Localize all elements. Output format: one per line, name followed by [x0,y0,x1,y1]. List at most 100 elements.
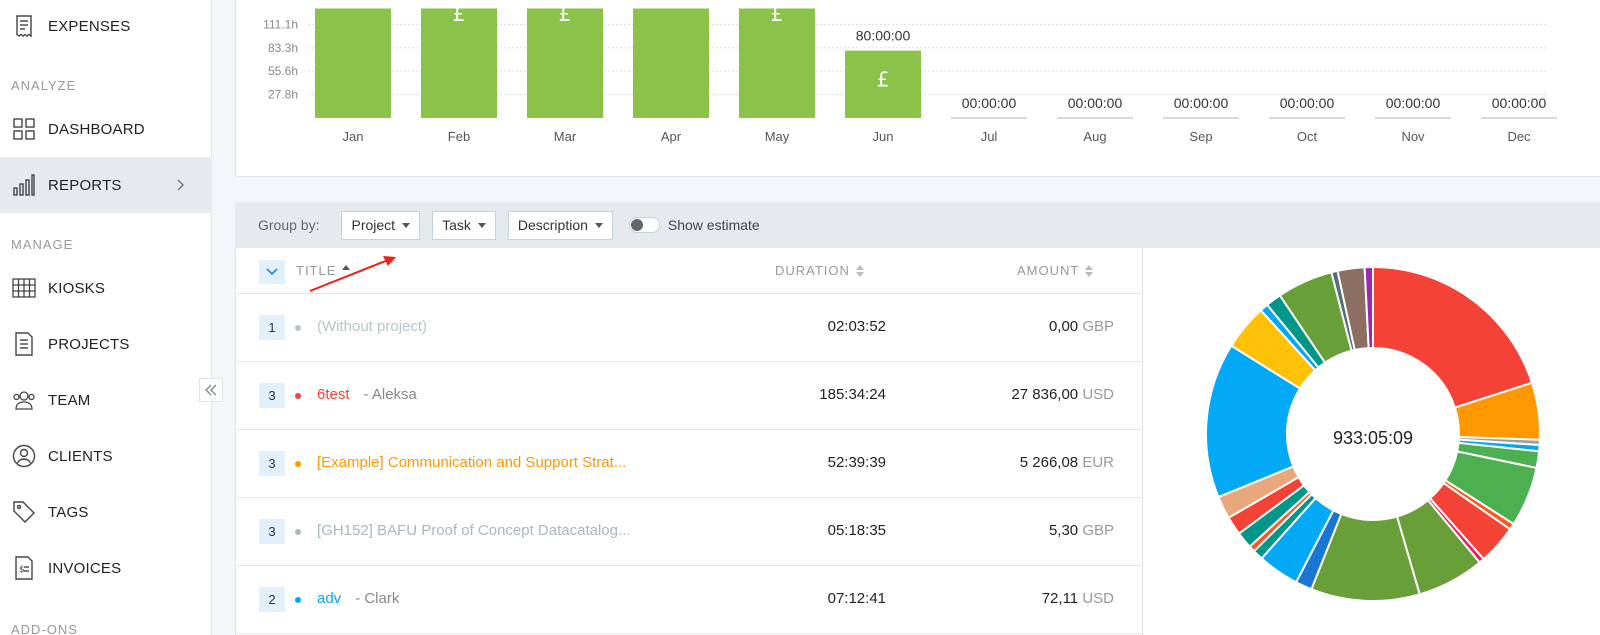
amount-value: 72,11 USD [1042,590,1114,607]
x-tick-label: Dec [1507,129,1531,144]
amount-value: 5,30 GBP [1049,522,1114,539]
bar-mar [527,8,603,119]
project-color-dot [295,529,301,535]
project-title: adv - Clark [317,590,399,607]
bar-jan [315,8,391,119]
receipt-icon [12,14,36,38]
bar-apr [633,8,709,119]
column-header-label: DURATION [775,263,850,278]
x-tick-label: Apr [661,129,682,144]
caret-down-icon [477,222,486,228]
sidebar-item-expenses[interactable]: EXPENSES [0,0,212,54]
sidebar-item-kiosks[interactable]: KIOSKS [0,260,212,316]
column-header-duration[interactable]: DURATION [775,263,864,278]
project-color-dot [295,461,301,467]
table-row[interactable]: 1 (Without project) 02:03:52 0,00 GBP [236,294,1142,362]
entry-count-badge[interactable]: 3 [259,519,285,544]
entry-count-badge[interactable]: 3 [259,383,285,408]
donut-segment[interactable] [1363,265,1374,350]
table-row[interactable]: 3 [GH152] BAFU Proof of Concept Datacatal… [236,498,1142,566]
bar-chart: 111.1h 83.3h 55.6h 27.8h Jan £ Feb £ Mar Apr £ May £… [263,2,1557,144]
expand-all-button[interactable] [259,260,285,284]
group-by-bar: Group by: Project Task Description Show … [235,202,1600,248]
group-by-description-dropdown[interactable]: Description [507,210,613,240]
x-tick-label: Feb [448,129,470,144]
team-icon [12,388,36,412]
bar-jun [845,50,921,119]
bar-value-label: 00:00:00 [1280,95,1335,111]
sidebar-item-label: TEAM [48,391,91,409]
column-header-amount[interactable]: AMOUNT [1017,263,1094,278]
sidebar-item-reports[interactable]: REPORTS [0,157,212,213]
donut-segment[interactable] [1372,265,1534,409]
column-header-title[interactable]: TITLE [296,263,351,278]
group-by-label: Group by: [258,217,320,233]
double-chevron-left-icon [205,384,217,396]
invoice-icon: $ [12,556,36,580]
entry-count-badge[interactable]: 3 [259,451,285,476]
bar-feb [421,8,497,119]
amount-number: 0,00 [1048,318,1079,335]
dashboard-icon [12,117,36,141]
table-row[interactable]: 3 6test - Aleksa 185:34:24 27 836,00 USD [236,362,1142,430]
y-tick-label: 55.6h [268,64,298,78]
dropdown-value: Project [351,217,396,233]
sidebar-item-tags[interactable]: TAGS [0,484,212,540]
chevron-down-icon [266,268,278,276]
sidebar-item-label: PROJECTS [48,335,130,353]
sidebar-item-clients[interactable]: CLIENTS [0,428,212,484]
currency-code: GBP [1082,318,1114,335]
table-header: TITLE DURATION AMOUNT [236,248,1142,294]
sidebar-item-label: EXPENSES [48,17,131,35]
table-row[interactable]: 3 [Example] Communication and Support Str… [236,430,1142,498]
tag-icon [12,500,36,524]
amount-value: 0,00 GBP [1049,318,1114,335]
client-icon [12,444,36,468]
entry-count-badge[interactable]: 2 [259,587,285,612]
sidebar-item-label: INVOICES [48,559,122,577]
column-header-label: TITLE [296,263,337,278]
currency-code: EUR [1082,454,1114,471]
group-by-task-dropdown[interactable]: Task [432,210,496,240]
sidebar: EXPENSES ANALYZE DASHBOARD REPORTS MANAG… [0,0,212,635]
client-name: - Aleksa [363,386,417,403]
x-tick-label: Nov [1401,129,1425,144]
section-header-addons: ADD-ONS [11,622,78,635]
sidebar-item-dashboard[interactable]: DASHBOARD [0,101,212,157]
sidebar-item-invoices[interactable]: $ INVOICES [0,540,212,596]
report-table: TITLE DURATION AMOUNT 1 (Without project)… [235,248,1143,635]
currency-code: USD [1082,590,1114,607]
amount-number: 5,30 [1048,522,1079,539]
project-color-dot [295,393,301,399]
x-tick-label: Jun [873,129,894,144]
x-tick-label: Jul [981,129,998,144]
sidebar-item-team[interactable]: TEAM [0,372,212,428]
project-title: [GH152] BAFU Proof of Concept Datacatalo… [317,522,631,539]
duration-value: 05:18:35 [827,522,886,539]
y-tick-label: 27.8h [268,88,298,102]
sidebar-item-projects[interactable]: PROJECTS [0,316,212,372]
bar-value-label: 00:00:00 [1174,95,1229,111]
y-tick-label: 111.1h [263,17,298,31]
project-title: (Without project) [317,318,427,335]
group-by-project-dropdown[interactable]: Project [341,210,421,240]
table-row[interactable]: 2 adv - Clark 07:12:41 72,11 USD [236,566,1142,634]
donut-chart-card: 933:05:09 [1143,248,1600,635]
project-name: 6test [317,386,350,403]
entry-count-badge[interactable]: 1 [259,315,285,340]
donut-total: 933:05:09 [1332,428,1414,448]
pound-icon: £ [559,2,572,26]
column-header-label: AMOUNT [1017,263,1080,278]
collapse-sidebar-button[interactable] [199,378,223,402]
toggle-knob [630,219,643,231]
project-name: [Example] Communication and Support Stra… [317,454,627,471]
pound-icon: £ [771,2,784,26]
duration-value: 52:39:39 [827,454,886,471]
duration-value: 02:03:52 [827,318,886,335]
amount-number: 5 266,08 [1019,454,1079,471]
project-name: (Without project) [317,318,428,335]
dropdown-value: Description [517,217,588,233]
show-estimate-toggle[interactable] [628,217,660,233]
sidebar-item-label: TAGS [48,503,89,521]
bar-may [739,8,815,119]
